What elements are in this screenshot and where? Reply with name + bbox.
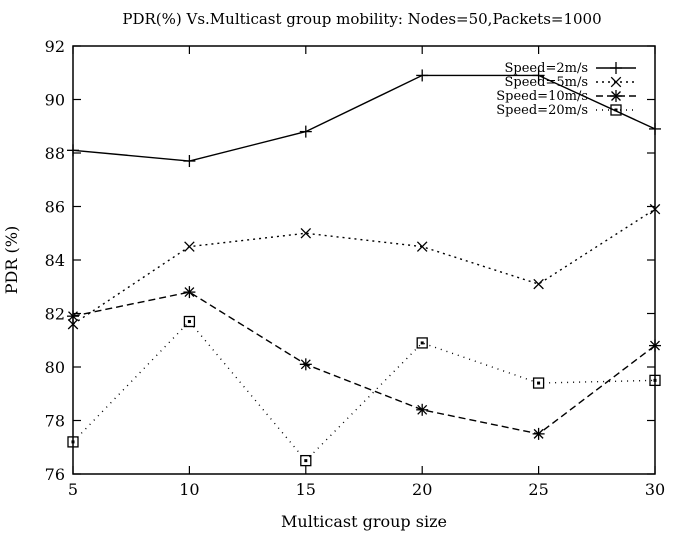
data-point	[416, 69, 429, 82]
legend-marker	[610, 104, 622, 116]
data-point	[533, 278, 544, 290]
y-tick-label: 82	[45, 305, 65, 324]
x-tick-label: 5	[68, 480, 78, 499]
y-tick-label: 78	[45, 412, 65, 431]
y-axis-label: PDR (%)	[2, 226, 21, 294]
y-axis: 76 78 80 82 84 86 88 90 92	[45, 37, 655, 484]
data-point	[649, 374, 661, 387]
legend-marker	[610, 90, 622, 102]
data-point	[299, 125, 312, 138]
series-line	[72, 320, 656, 462]
series-line	[72, 208, 656, 325]
data-point	[67, 318, 79, 330]
series-2	[67, 203, 661, 330]
data-point	[649, 339, 661, 352]
x-axis-label: Multicast group size	[281, 512, 447, 531]
legend-label: Speed=20m/s	[496, 103, 588, 118]
data-point	[532, 377, 545, 389]
x-axis: 5 10 15 20 25 30	[68, 46, 665, 499]
data-point	[67, 310, 79, 323]
data-point	[300, 227, 312, 239]
data-point	[183, 286, 196, 299]
y-tick-label: 76	[45, 465, 65, 484]
series-1	[67, 69, 661, 168]
series-3	[67, 286, 661, 440]
data-point	[184, 241, 195, 252]
y-tick-label: 88	[45, 144, 65, 163]
data-point	[532, 427, 545, 440]
legend-label: Speed=10m/s	[496, 89, 588, 104]
data-point	[300, 454, 312, 467]
legend: Speed=2m/sSpeed=5m/sSpeed=10m/sSpeed=20m…	[496, 61, 636, 118]
x-tick-label: 30	[645, 480, 665, 499]
legend-label: Speed=2m/s	[505, 61, 588, 76]
data-point	[183, 155, 196, 168]
x-tick-label: 25	[528, 480, 548, 499]
legend-marker	[610, 76, 622, 88]
data-point	[416, 241, 428, 252]
data-point	[532, 69, 545, 82]
data-point	[67, 436, 79, 448]
series-layer	[67, 69, 661, 467]
y-tick-label: 80	[45, 358, 65, 377]
data-point	[416, 337, 428, 349]
data-point	[649, 122, 661, 135]
y-tick-label: 86	[45, 198, 65, 217]
data-point	[67, 144, 79, 157]
series-line	[72, 74, 656, 162]
y-tick-label: 92	[45, 37, 65, 56]
data-point	[299, 358, 312, 371]
x-tick-label: 20	[412, 480, 432, 499]
series-line	[72, 291, 656, 435]
chart-title: PDR(%) Vs.Multicast group mobility: Node…	[122, 10, 601, 28]
x-tick-label: 10	[179, 480, 199, 499]
y-tick-label: 84	[45, 251, 65, 270]
series-4	[67, 315, 661, 467]
data-point	[183, 315, 196, 328]
legend-label: Speed=5m/s	[505, 75, 588, 90]
x-tick-label: 15	[296, 480, 316, 499]
data-point	[649, 203, 661, 215]
legend-marker	[610, 62, 622, 74]
y-tick-label: 90	[45, 91, 65, 110]
data-point	[416, 403, 429, 416]
